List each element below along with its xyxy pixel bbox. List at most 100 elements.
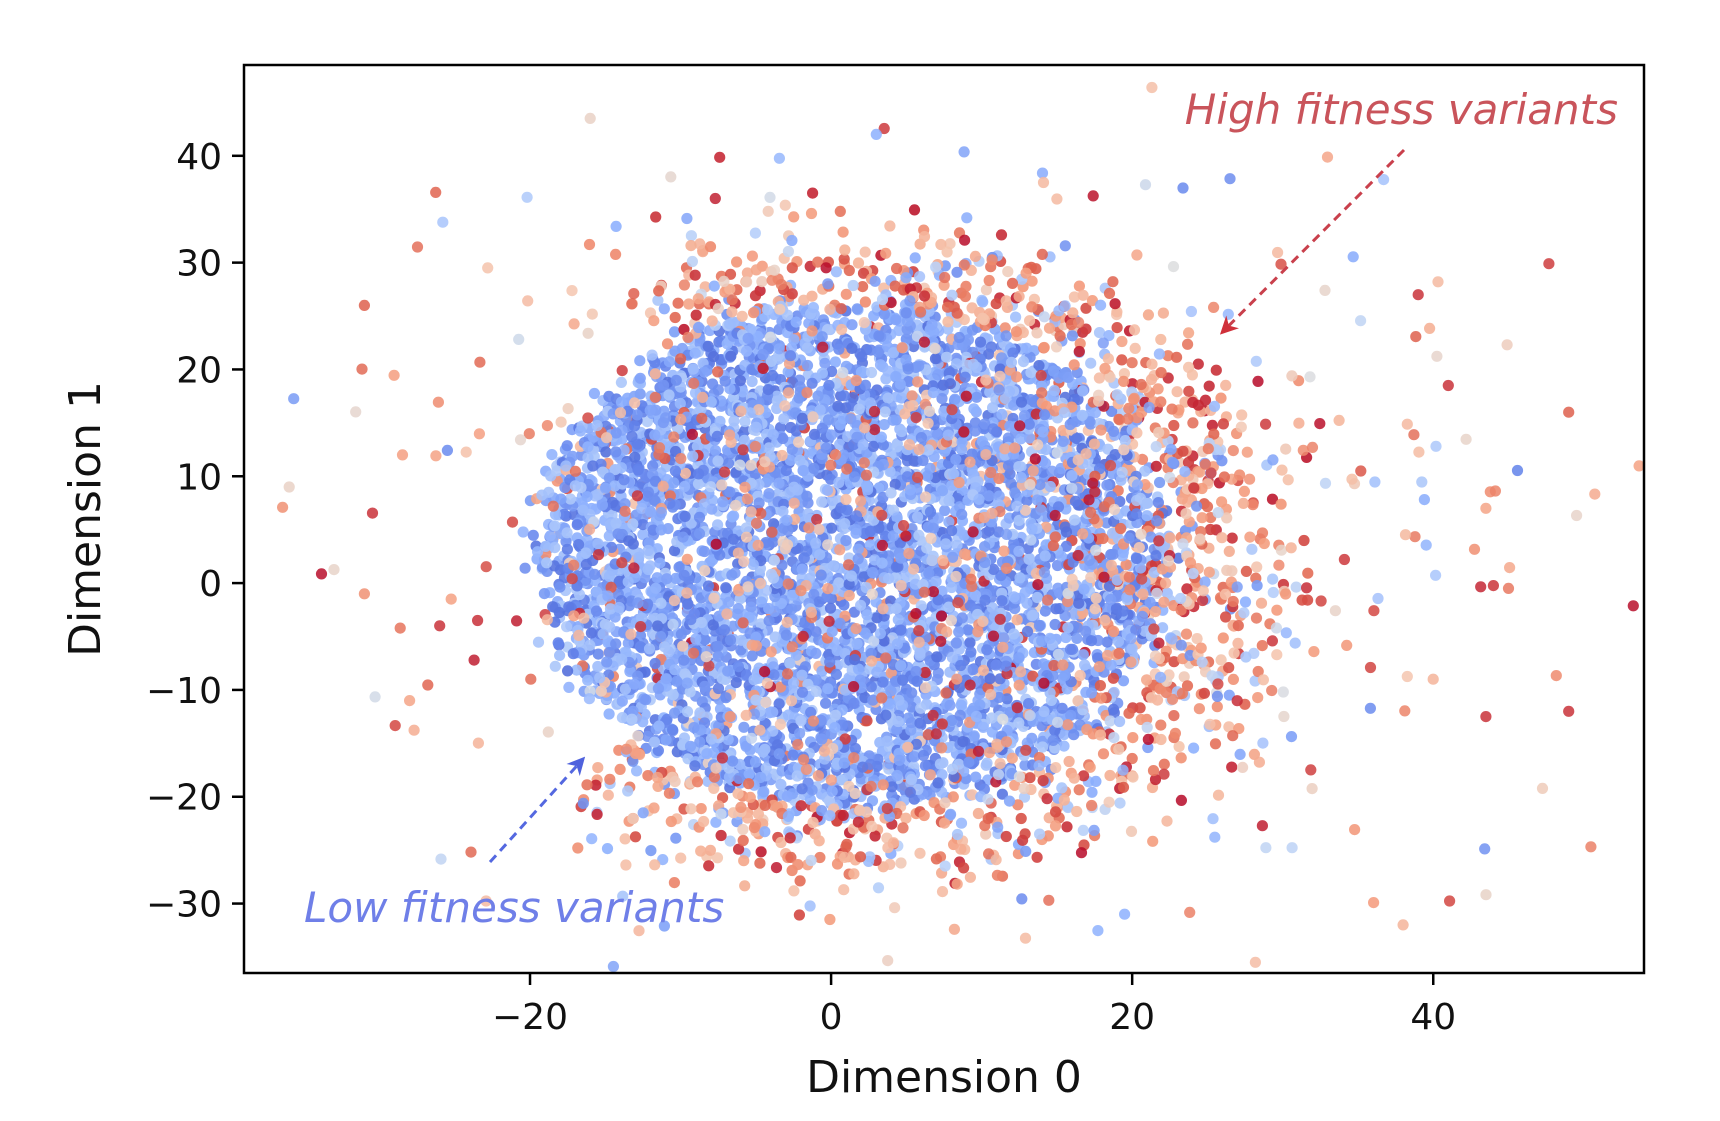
data-point — [986, 712, 998, 724]
data-point — [554, 649, 566, 662]
data-point — [727, 755, 739, 767]
data-point — [622, 576, 634, 588]
data-point — [580, 558, 593, 571]
data-point — [796, 412, 809, 424]
data-point — [668, 477, 680, 489]
data-point — [588, 387, 601, 400]
data-point — [712, 650, 724, 663]
data-point — [597, 628, 609, 640]
data-point — [768, 669, 780, 681]
data-point — [940, 538, 952, 550]
data-point — [832, 400, 844, 412]
data-point — [707, 619, 719, 631]
data-point — [786, 443, 798, 455]
data-point — [950, 453, 962, 465]
data-point — [1039, 409, 1051, 421]
data-point — [843, 590, 855, 602]
data-point — [845, 413, 857, 425]
data-point — [634, 355, 646, 367]
data-point — [1019, 586, 1031, 599]
data-point — [585, 627, 598, 639]
data-point — [763, 488, 775, 500]
data-point — [875, 431, 888, 443]
data-point — [749, 756, 762, 768]
data-point — [763, 615, 775, 627]
data-point — [1099, 614, 1111, 627]
data-point — [631, 409, 643, 421]
data-point — [855, 599, 867, 611]
data-point — [1069, 495, 1082, 507]
data-point — [618, 474, 630, 486]
data-point — [1117, 675, 1130, 687]
data-point — [645, 506, 657, 518]
data-point — [610, 446, 622, 458]
data-point — [695, 616, 708, 629]
data-point — [563, 601, 575, 613]
data-point — [679, 668, 691, 680]
data-point — [942, 316, 954, 328]
data-point — [819, 357, 831, 369]
data-point — [1049, 531, 1061, 543]
data-point — [814, 549, 826, 561]
data-point — [1117, 605, 1129, 617]
data-point — [893, 694, 905, 706]
data-point — [987, 402, 999, 414]
data-point — [669, 465, 682, 477]
data-point — [786, 589, 799, 601]
data-point — [1033, 360, 1045, 372]
data-point — [959, 371, 971, 383]
data-point — [864, 539, 876, 551]
data-point — [582, 441, 594, 453]
data-point — [609, 611, 621, 623]
data-point — [782, 709, 795, 721]
data-point — [574, 425, 587, 437]
data-point — [932, 594, 944, 606]
data-point — [1002, 460, 1015, 472]
data-point — [684, 686, 696, 698]
data-point — [600, 446, 612, 458]
data-point — [861, 609, 873, 621]
data-point — [651, 543, 663, 555]
data-point — [690, 633, 702, 645]
data-point — [842, 431, 854, 443]
data-point — [807, 302, 820, 314]
data-point — [1013, 461, 1025, 473]
data-point — [544, 530, 556, 542]
data-point — [784, 454, 796, 466]
data-point — [891, 769, 903, 782]
data-point — [956, 436, 968, 448]
data-point — [890, 603, 902, 615]
data-point — [838, 599, 850, 611]
data-point — [1058, 728, 1070, 741]
data-point — [661, 713, 673, 726]
data-point — [719, 375, 731, 387]
data-point — [931, 428, 944, 440]
data-point — [671, 675, 683, 687]
data-point — [732, 661, 745, 673]
data-point — [616, 712, 629, 724]
data-point — [668, 545, 681, 557]
data-point — [1077, 385, 1089, 397]
data-point — [1026, 523, 1038, 535]
data-point — [603, 472, 616, 484]
data-point — [874, 359, 887, 371]
data-point — [554, 581, 566, 593]
data-point — [763, 602, 775, 615]
data-points — [277, 81, 1645, 973]
data-point — [926, 554, 938, 567]
data-point — [1130, 508, 1143, 520]
data-point — [977, 721, 989, 734]
data-point — [965, 646, 977, 658]
data-point — [791, 770, 803, 782]
data-point — [752, 330, 764, 343]
data-point — [603, 570, 615, 582]
data-point — [1021, 625, 1034, 638]
data-point — [582, 674, 594, 686]
data-point — [649, 657, 661, 670]
data-point — [1136, 453, 1149, 465]
data-point — [996, 352, 1008, 364]
data-point — [967, 664, 979, 676]
data-point — [601, 656, 613, 668]
data-point — [1068, 729, 1080, 741]
data-point — [773, 477, 785, 489]
